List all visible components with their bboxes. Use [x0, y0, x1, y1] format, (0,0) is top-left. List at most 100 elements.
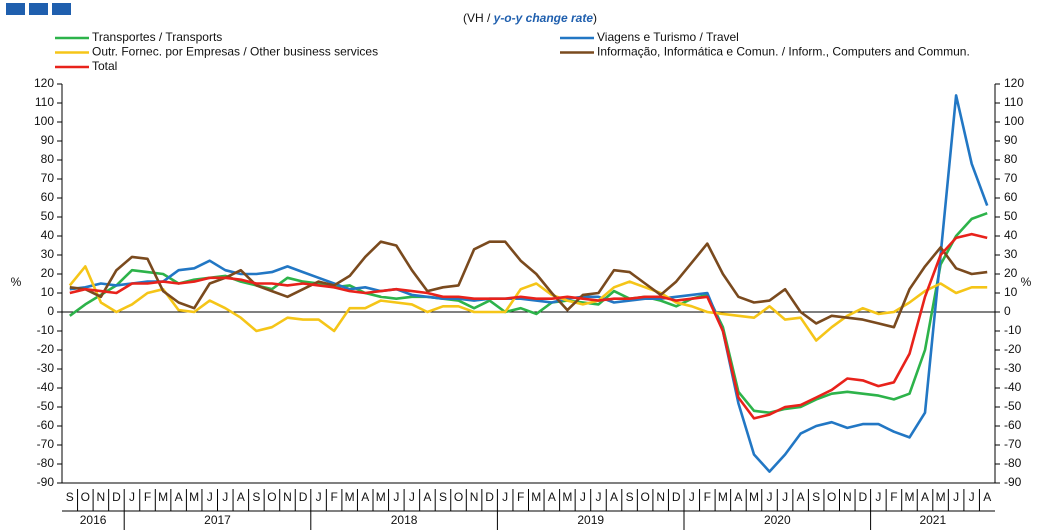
y2-tick-label: 30 — [1004, 247, 1018, 261]
y2-tick-label: 40 — [1004, 228, 1018, 242]
y2-tick-label: 70 — [1004, 171, 1018, 185]
x-tick-label: J — [953, 490, 959, 504]
x-tick-label: J — [207, 490, 213, 504]
y-tick-label: -70 — [37, 437, 55, 451]
series-line — [69, 232, 988, 420]
x-tick-label: J — [409, 490, 415, 504]
x-tick-label: S — [812, 490, 820, 504]
x-tick-label: S — [439, 490, 447, 504]
subtitle-part: (VH / — [463, 11, 494, 25]
x-tick-label: A — [423, 490, 431, 504]
x-tick-label: M — [718, 490, 728, 504]
x-tick-label: S — [252, 490, 260, 504]
x-tick-label: M — [562, 490, 572, 504]
year-label: 2018 — [391, 513, 418, 527]
x-tick-label: F — [890, 490, 897, 504]
y2-tick-label: -40 — [1004, 380, 1022, 394]
y-tick-label: 50 — [41, 209, 55, 223]
x-tick-label: N — [97, 490, 106, 504]
y-tick-label: -30 — [37, 361, 55, 375]
year-label: 2017 — [204, 513, 231, 527]
subtitle-part: ) — [593, 11, 597, 25]
x-tick-label: A — [175, 490, 183, 504]
x-tick-label: A — [361, 490, 369, 504]
y-tick-label: -60 — [37, 418, 55, 432]
x-tick-label: A — [921, 490, 929, 504]
legend-label: Transportes / Transports — [92, 30, 222, 44]
y-axis-label: % — [11, 275, 22, 289]
x-tick-label: A — [983, 490, 991, 504]
x-tick-label: F — [517, 490, 524, 504]
y2-tick-label: 20 — [1004, 266, 1018, 280]
y-tick-label: 100 — [34, 114, 54, 128]
x-tick-label: J — [129, 490, 135, 504]
logo-block — [52, 3, 71, 15]
x-tick-label: O — [81, 490, 90, 504]
x-tick-label: J — [222, 490, 228, 504]
x-tick-label: M — [749, 490, 759, 504]
x-tick-label: D — [672, 490, 681, 504]
y-tick-label: -90 — [37, 475, 55, 489]
legend-label: Viagens e Turismo / Travel — [597, 30, 739, 44]
y-tick-label: 40 — [41, 228, 55, 242]
x-tick-label: S — [66, 490, 74, 504]
y-tick-label: -10 — [37, 323, 55, 337]
x-tick-label: J — [875, 490, 881, 504]
y2-tick-label: 90 — [1004, 133, 1018, 147]
y-tick-label: -20 — [37, 342, 55, 356]
x-tick-label: J — [782, 490, 788, 504]
y-tick-label: 20 — [41, 266, 55, 280]
series-line — [69, 211, 988, 414]
y-tick-label: -50 — [37, 399, 55, 413]
y-tick-label: 30 — [41, 247, 55, 261]
x-tick-label: M — [936, 490, 946, 504]
y-tick-label: 0 — [47, 304, 54, 318]
y2-tick-label: -70 — [1004, 437, 1022, 451]
x-tick-label: O — [827, 490, 836, 504]
x-tick-label: F — [704, 490, 711, 504]
x-tick-label: J — [969, 490, 975, 504]
y2-tick-label: 0 — [1004, 304, 1011, 318]
x-tick-label: A — [610, 490, 618, 504]
x-tick-label: D — [485, 490, 494, 504]
y2-tick-label: 120 — [1004, 76, 1024, 90]
x-tick-label: O — [640, 490, 649, 504]
x-tick-label: J — [316, 490, 322, 504]
y2-tick-label: -60 — [1004, 418, 1022, 432]
x-tick-label: A — [734, 490, 742, 504]
x-tick-label: F — [330, 490, 337, 504]
y2-tick-label: 80 — [1004, 152, 1018, 166]
year-label: 2020 — [764, 513, 791, 527]
x-tick-label: M — [376, 490, 386, 504]
y2-tick-label: 110 — [1004, 95, 1023, 109]
year-label: 2016 — [80, 513, 107, 527]
y-tick-label: 60 — [41, 190, 55, 204]
x-tick-label: J — [393, 490, 399, 504]
x-tick-label: N — [843, 490, 852, 504]
y2-tick-label: 60 — [1004, 190, 1018, 204]
x-tick-label: A — [548, 490, 556, 504]
y2-tick-label: -80 — [1004, 456, 1022, 470]
series-line — [68, 265, 988, 342]
legend-label: Total — [92, 59, 117, 73]
year-label: 2019 — [577, 513, 604, 527]
logo-block — [6, 3, 25, 15]
x-tick-label: D — [858, 490, 867, 504]
series-line — [69, 94, 989, 473]
y2-tick-label: -50 — [1004, 399, 1022, 413]
logo-block — [29, 3, 48, 15]
legend-label: Informação, Informática e Comun. / Infor… — [597, 45, 970, 59]
legend-label: Outr. Fornec. por Empresas / Other busin… — [92, 45, 378, 59]
x-tick-label: J — [767, 490, 773, 504]
y-tick-label: 10 — [41, 285, 55, 299]
x-tick-label: J — [580, 490, 586, 504]
y2-tick-label: 10 — [1004, 285, 1018, 299]
x-tick-label: N — [470, 490, 479, 504]
x-tick-label: J — [595, 490, 601, 504]
y-tick-label: 70 — [41, 171, 55, 185]
y-tick-label: -80 — [37, 456, 55, 470]
y2-tick-label: -30 — [1004, 361, 1022, 375]
x-tick-label: F — [144, 490, 151, 504]
